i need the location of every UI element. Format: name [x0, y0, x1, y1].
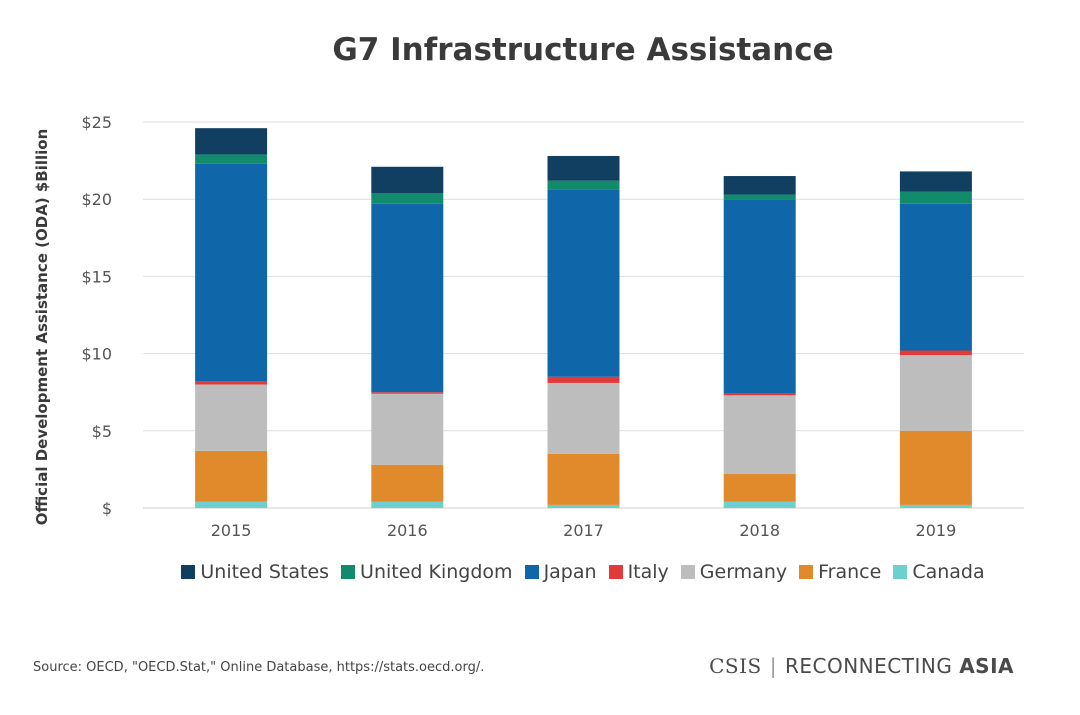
y-tick-label: $5: [92, 422, 112, 441]
legend-item-germany: Germany: [680, 561, 788, 583]
bar-segment-germany-2016: [371, 393, 444, 465]
x-tick-label: 2015: [211, 521, 252, 540]
bar-segment-united-states-2018: [723, 176, 796, 195]
bar-segment-germany-2018: [723, 395, 796, 475]
bar-segment-italy-2015: [195, 381, 268, 385]
bar-segment-italy-2016: [371, 392, 444, 394]
legend-label: Canada: [912, 561, 985, 583]
legend-label: Japan: [543, 561, 597, 583]
x-tick-label: 2019: [916, 521, 957, 540]
bar-segment-canada-2017: [547, 504, 620, 508]
bar-segment-united-states-2019: [899, 171, 972, 192]
bar-segment-united-kingdom-2019: [899, 191, 972, 204]
bar-segment-japan-2018: [723, 199, 796, 394]
legend-item-canada: Canada: [893, 561, 985, 583]
y-tick-label: $20: [81, 190, 112, 209]
legend-label: Germany: [699, 561, 788, 583]
legend-label: United Kingdom: [360, 561, 513, 583]
bar-segment-united-kingdom-2015: [195, 154, 268, 164]
legend-swatch: [181, 565, 196, 579]
bar-segment-germany-2019: [899, 355, 972, 431]
legend-swatch: [524, 565, 539, 579]
bar-segment-canada-2018: [723, 501, 796, 508]
y-tick-label: $10: [81, 345, 112, 364]
bar-segment-canada-2019: [899, 504, 972, 508]
bar-segment-france-2017: [547, 453, 620, 505]
legend-swatch: [680, 565, 695, 579]
legend-swatch: [893, 565, 908, 579]
legend-item-united-kingdom: United Kingdom: [341, 561, 513, 583]
bar-segment-japan-2016: [371, 203, 444, 393]
legend-item-japan: Japan: [524, 561, 597, 583]
legend-item-italy: Italy: [608, 561, 669, 583]
chart-legend: United States United Kingdom Japan Italy Ger…: [0, 561, 1080, 583]
brand-reconnecting: RECONNECTING: [784, 654, 953, 678]
bar-segment-germany-2015: [195, 384, 268, 451]
chart-title: G7 Infrastructure Assistance: [332, 32, 834, 68]
legend-swatch: [341, 565, 356, 579]
bar-segment-united-kingdom-2017: [547, 180, 620, 190]
bar-segment-united-states-2016: [371, 166, 444, 194]
legend-swatch: [799, 565, 814, 579]
legend-item-france: France: [799, 561, 881, 583]
bar-segment-united-states-2017: [547, 155, 620, 181]
bar-segment-france-2015: [195, 450, 268, 502]
bar-segment-canada-2015: [195, 501, 268, 508]
bar-segment-france-2019: [899, 430, 972, 505]
legend-label: United States: [200, 561, 330, 583]
x-tick-label: 2016: [387, 521, 428, 540]
bar-segment-japan-2019: [899, 203, 972, 351]
y-tick-label: $: [102, 499, 112, 518]
x-tick-label: 2018: [739, 521, 780, 540]
brand-logo: CSIS | RECONNECTING ASIA: [709, 654, 1014, 678]
brand-csis: CSIS: [709, 654, 762, 678]
bar-segment-japan-2015: [195, 163, 268, 382]
y-tick-label: $15: [81, 267, 112, 286]
source-note: Source: OECD, "OECD.Stat," Online Databa…: [33, 660, 485, 675]
bar-segment-japan-2017: [547, 189, 620, 377]
brand-separator: |: [769, 654, 777, 678]
x-tick-label: 2017: [563, 521, 604, 540]
bar-segment-canada-2016: [371, 501, 444, 508]
legend-label: Italy: [627, 561, 669, 583]
bar-segment-united-kingdom-2018: [723, 194, 796, 200]
bar-segment-italy-2019: [899, 350, 972, 356]
legend-label: France: [818, 561, 882, 583]
y-tick-label: $25: [81, 113, 112, 132]
bar-segment-italy-2018: [723, 393, 796, 396]
brand-asia: ASIA: [959, 654, 1014, 678]
bar-segment-france-2018: [723, 474, 796, 502]
bar-segment-france-2016: [371, 464, 444, 502]
legend-item-united-states: United States: [181, 561, 329, 583]
bar-segment-italy-2017: [547, 376, 620, 383]
legend-swatch: [608, 565, 623, 579]
bar-segment-united-kingdom-2016: [371, 193, 444, 204]
bar-segment-germany-2017: [547, 382, 620, 454]
bar-segment-united-states-2015: [195, 128, 268, 155]
